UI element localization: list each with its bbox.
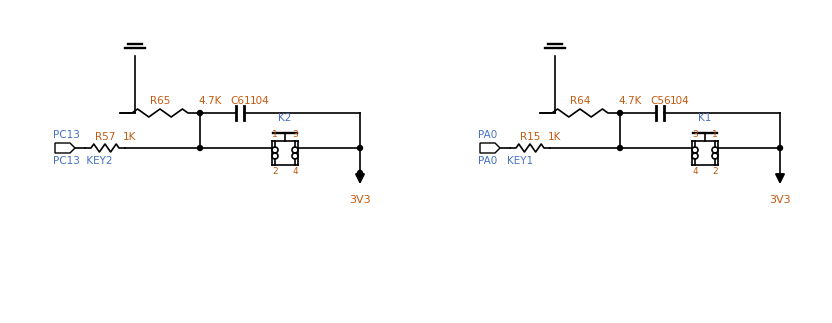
- Text: 1K: 1K: [123, 132, 136, 142]
- Text: C61: C61: [230, 96, 250, 106]
- Text: 3V3: 3V3: [349, 195, 371, 205]
- Text: 1: 1: [712, 130, 718, 139]
- Text: R57: R57: [95, 132, 115, 142]
- Text: 1: 1: [272, 130, 278, 139]
- Text: 2: 2: [272, 167, 278, 176]
- Text: 2: 2: [712, 167, 718, 176]
- Text: 3V3: 3V3: [770, 195, 790, 205]
- Text: 1K: 1K: [548, 132, 562, 142]
- Text: 4.7K: 4.7K: [618, 96, 641, 106]
- Text: R65: R65: [150, 96, 171, 106]
- Text: PA0   KEY1: PA0 KEY1: [478, 156, 533, 166]
- Text: C56: C56: [650, 96, 671, 106]
- Circle shape: [358, 171, 363, 175]
- Text: PA0: PA0: [478, 130, 498, 140]
- Text: 4.7K: 4.7K: [198, 96, 221, 106]
- Text: 4: 4: [692, 167, 698, 176]
- Text: 104: 104: [250, 96, 270, 106]
- Text: R15: R15: [520, 132, 540, 142]
- Text: K2: K2: [279, 113, 292, 123]
- Text: K1: K1: [698, 113, 711, 123]
- Text: 3: 3: [692, 130, 698, 139]
- Circle shape: [358, 145, 363, 151]
- Circle shape: [617, 145, 622, 151]
- Text: 104: 104: [670, 96, 690, 106]
- Text: PC13: PC13: [53, 130, 80, 140]
- Circle shape: [777, 145, 783, 151]
- Text: 4: 4: [292, 167, 298, 176]
- Circle shape: [617, 110, 622, 116]
- Circle shape: [197, 145, 202, 151]
- Text: PC13  KEY2: PC13 KEY2: [53, 156, 112, 166]
- Circle shape: [197, 110, 202, 116]
- Text: R64: R64: [570, 96, 590, 106]
- Text: 3: 3: [292, 130, 298, 139]
